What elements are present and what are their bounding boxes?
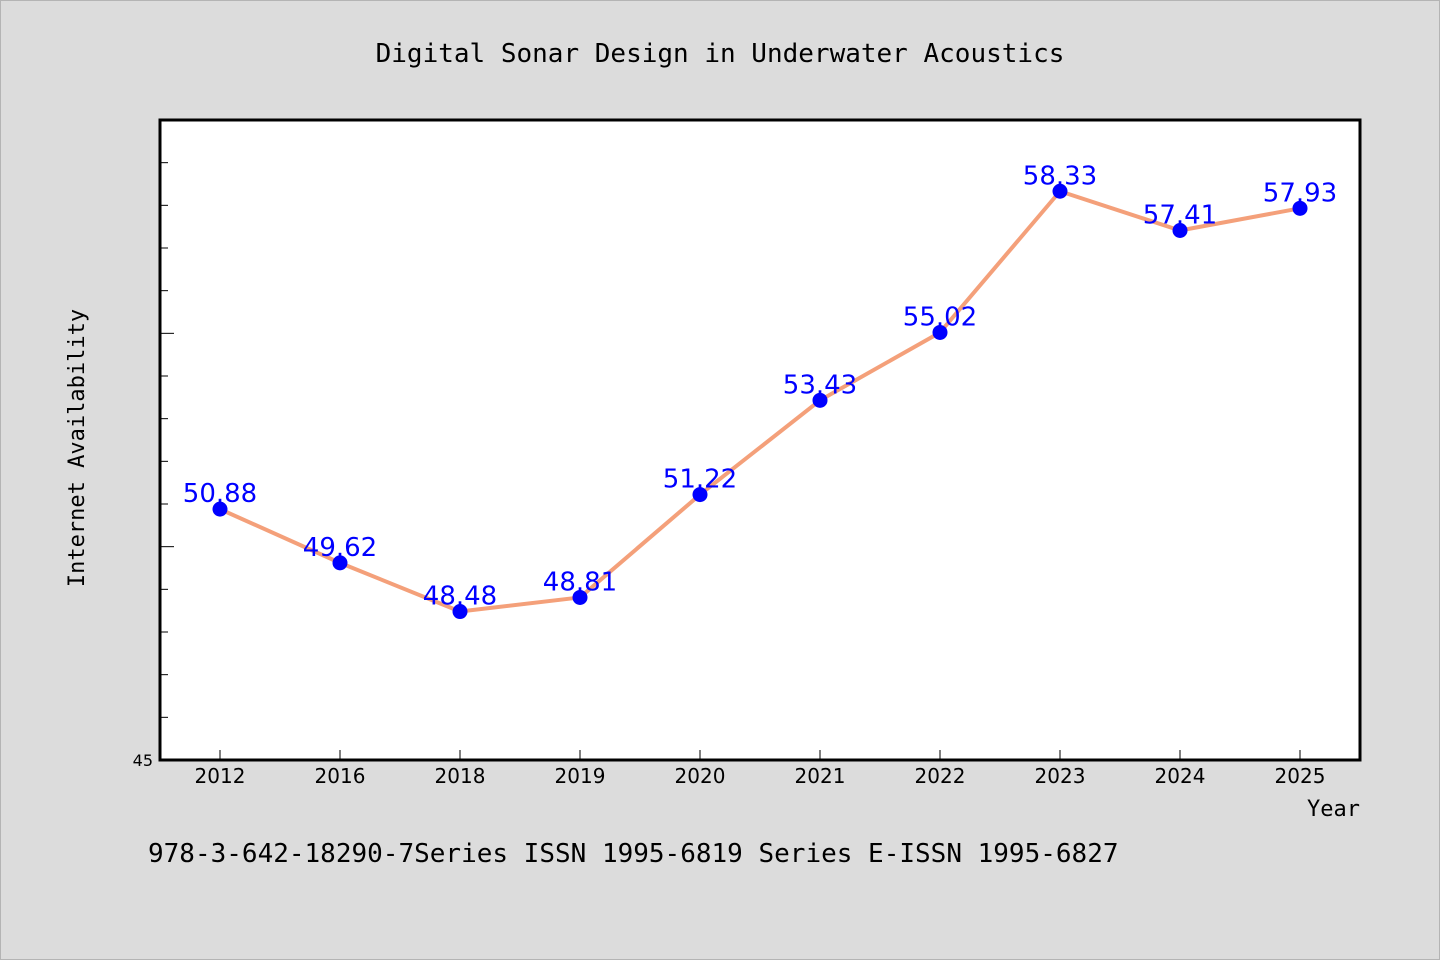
x-tick-label: 2019 — [555, 764, 606, 788]
x-tick-label: 2012 — [195, 764, 246, 788]
data-label: 58.33 — [1023, 161, 1097, 191]
data-point — [572, 589, 588, 605]
x-tick-labels: 2012 2016 2018 2019 2020 2021 2022 2023 2024 2025 — [195, 764, 1326, 788]
x-axis-label: Year — [1307, 797, 1360, 822]
x-axis-ticks — [219, 750, 1301, 760]
series-line — [219, 189, 1301, 614]
data-label: 50.88 — [183, 479, 257, 509]
y-axis-ticks — [160, 162, 174, 718]
y-tick-label-0: 45 — [133, 751, 153, 770]
x-tick-label: 2018 — [435, 764, 486, 788]
x-tick-label: 2020 — [675, 764, 726, 788]
data-point — [332, 555, 348, 571]
data-point — [1172, 223, 1188, 239]
data-label: 49.62 — [303, 533, 377, 563]
data-point — [812, 392, 828, 408]
x-tick-label: 2025 — [1275, 764, 1326, 788]
data-label: 48.48 — [423, 582, 497, 612]
x-tick-label: 2016 — [315, 764, 366, 788]
y-axis-label: Internet Availability — [65, 309, 90, 587]
x-tick-label: 2023 — [1035, 764, 1086, 788]
data-label: 55.02 — [903, 302, 977, 332]
data-point — [1292, 200, 1308, 216]
data-point — [452, 604, 468, 620]
data-point — [932, 324, 948, 340]
x-tick-label: 2022 — [915, 764, 966, 788]
footer-text: 978-3-642-18290-7Series ISSN 1995-6819 S… — [148, 839, 1119, 869]
x-tick-label: 2024 — [1155, 764, 1206, 788]
data-labels: 50.88 49.62 48.48 48.81 51.22 53.43 55.02 58.33… — [183, 161, 1337, 611]
data-point — [692, 487, 708, 503]
data-point — [1052, 183, 1068, 199]
data-label: 51.22 — [663, 465, 737, 495]
x-tick-label: 2021 — [795, 764, 846, 788]
chart-title: Digital Sonar Design in Underwater Acous… — [376, 39, 1065, 69]
data-point — [212, 501, 228, 517]
data-label: 57.93 — [1263, 178, 1337, 208]
plot-area — [158, 118, 1362, 762]
data-label: 53.43 — [783, 370, 857, 400]
data-label: 48.81 — [543, 567, 617, 597]
series-markers — [212, 183, 1308, 620]
data-label: 57.41 — [1143, 201, 1217, 231]
